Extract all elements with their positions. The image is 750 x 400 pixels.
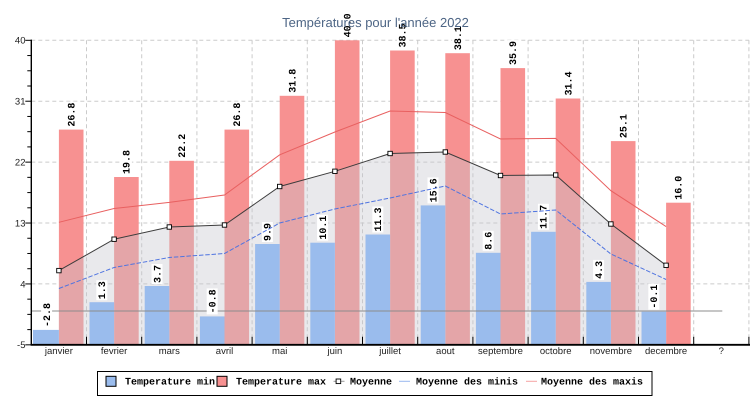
svg-text:septembre: septembre — [478, 346, 523, 357]
svg-text:9.9: 9.9 — [264, 223, 275, 241]
svg-text:Temperature min: Temperature min — [125, 376, 215, 388]
svg-text:16.0: 16.0 — [675, 176, 686, 200]
svg-text:13: 13 — [15, 218, 26, 229]
svg-text:juin: juin — [327, 346, 343, 357]
svg-text:31.4: 31.4 — [564, 72, 575, 96]
svg-text:8.6: 8.6 — [485, 232, 496, 250]
svg-text:25.1: 25.1 — [620, 114, 631, 138]
svg-text:Temperature max: Temperature max — [236, 377, 326, 388]
svg-text:-0.1: -0.1 — [650, 285, 661, 309]
svg-text:Moyenne des minis: Moyenne des minis — [416, 376, 518, 388]
svg-text:-2.8: -2.8 — [43, 303, 54, 327]
svg-text:22: 22 — [15, 158, 26, 169]
svg-text:38.1: 38.1 — [454, 26, 465, 50]
svg-text:Températures pour l'année 2022: Températures pour l'année 2022 — [282, 15, 469, 30]
svg-text:11.3: 11.3 — [374, 208, 385, 232]
svg-text:decembre: decembre — [645, 346, 687, 357]
svg-text:?: ? — [719, 346, 724, 357]
svg-text:mai: mai — [272, 346, 287, 357]
svg-text:31: 31 — [15, 97, 26, 108]
svg-text:juillet: juillet — [378, 346, 401, 357]
svg-text:octobre: octobre — [540, 346, 572, 357]
svg-text:26.8: 26.8 — [233, 103, 244, 127]
svg-text:1.3: 1.3 — [98, 281, 109, 299]
svg-text:4: 4 — [20, 279, 25, 290]
svg-text:10.1: 10.1 — [319, 216, 330, 240]
svg-text:22.2: 22.2 — [178, 134, 189, 158]
svg-text:31.8: 31.8 — [288, 69, 299, 93]
svg-text:mars: mars — [159, 346, 180, 357]
svg-text:19.8: 19.8 — [123, 150, 134, 174]
svg-text:Moyenne: Moyenne — [350, 377, 392, 388]
svg-text:fevrier: fevrier — [101, 346, 127, 357]
svg-text:15.6: 15.6 — [429, 178, 440, 202]
svg-text:35.9: 35.9 — [509, 41, 520, 65]
svg-text:3.7: 3.7 — [153, 265, 164, 283]
svg-text:40: 40 — [15, 36, 26, 47]
svg-text:40.0: 40.0 — [344, 13, 355, 37]
svg-text:aout: aout — [436, 346, 455, 357]
svg-text:-5: -5 — [17, 340, 25, 351]
svg-text:4.3: 4.3 — [595, 261, 606, 279]
svg-text:11.7: 11.7 — [540, 205, 551, 229]
svg-text:-0.8: -0.8 — [209, 289, 220, 313]
svg-text:26.8: 26.8 — [68, 103, 79, 127]
svg-text:avril: avril — [216, 346, 233, 357]
svg-text:Moyenne des maxis: Moyenne des maxis — [541, 376, 643, 388]
svg-text:novembre: novembre — [590, 346, 632, 357]
svg-text:38.5: 38.5 — [399, 23, 410, 47]
svg-text:janvier: janvier — [44, 346, 73, 357]
